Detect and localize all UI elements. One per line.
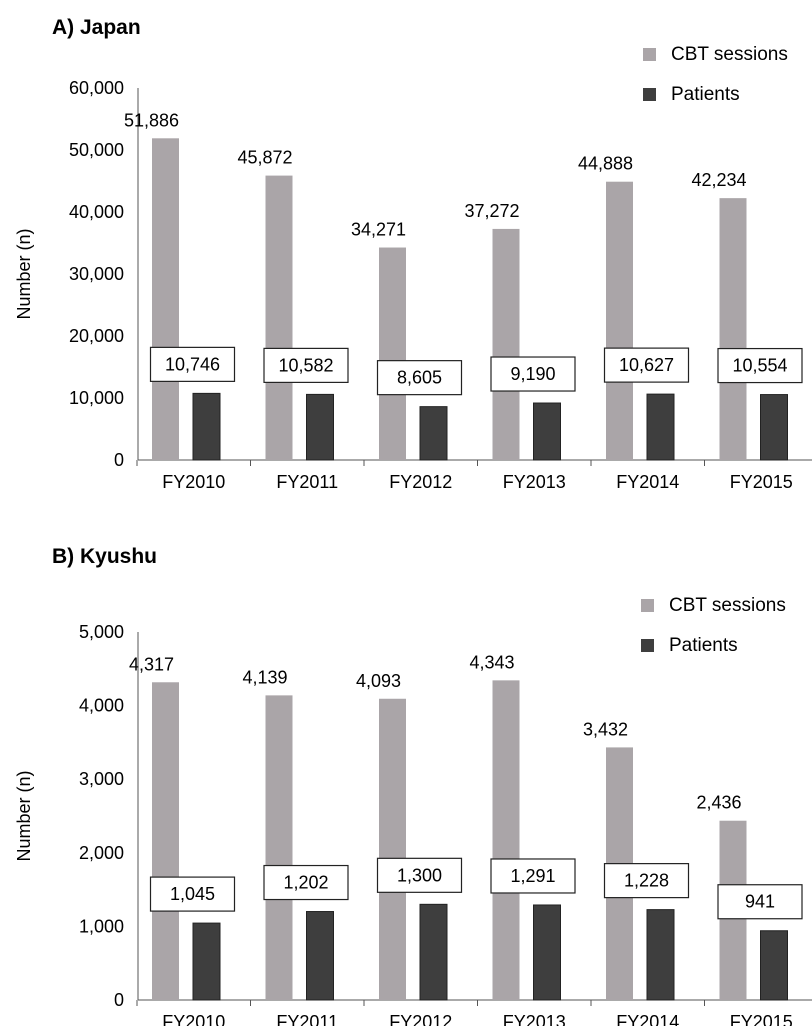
y-tick-label: 0 xyxy=(114,450,124,470)
cbt-sessions-value-label: 2,436 xyxy=(696,793,741,813)
patients-value-label: 10,582 xyxy=(278,355,333,375)
patients-label-box xyxy=(490,858,576,894)
patients-label-box xyxy=(603,347,690,383)
patients-bar xyxy=(646,393,675,461)
x-tick-label: FY2013 xyxy=(503,472,566,492)
patients-bar xyxy=(306,393,334,461)
cbt-sessions-value-label: 4,343 xyxy=(469,652,514,672)
x-tick-label: FY2011 xyxy=(276,1012,338,1026)
patients-bar xyxy=(192,922,221,1001)
y-tick-label: 20,000 xyxy=(69,326,124,346)
patients-value-label: 1,300 xyxy=(397,865,442,885)
chart-title: B) Kyushu xyxy=(52,545,157,568)
patients-label-box xyxy=(717,347,803,384)
x-tick-label: FY2015 xyxy=(730,1012,793,1026)
cbt-sessions-bar xyxy=(606,181,633,460)
patients-bar xyxy=(533,402,561,461)
y-tick-label: 10,000 xyxy=(69,388,124,408)
patients-bar xyxy=(306,911,334,1001)
x-tick-label: FY2010 xyxy=(162,1012,225,1026)
cbt-sessions-bar xyxy=(152,138,179,460)
patients-label-box xyxy=(149,876,236,912)
y-tick-label: 30,000 xyxy=(69,264,124,284)
patients-label-box xyxy=(376,360,463,396)
legend-label-cbt-sessions: CBT sessions xyxy=(669,595,786,616)
y-tick-label: 40,000 xyxy=(69,202,124,222)
cbt-sessions-value-label: 34,271 xyxy=(351,220,406,240)
patients-label-box xyxy=(603,863,690,899)
y-tick-label: 60,000 xyxy=(69,78,124,98)
cbt-sessions-value-label: 4,317 xyxy=(129,654,174,674)
patients-bar xyxy=(192,392,221,461)
y-tick-label: 3,000 xyxy=(79,769,124,789)
chart-panel-2: B) Kyushu Number (n) 0 1,000 2,000 3,000 4,000… xyxy=(14,545,812,1026)
cbt-sessions-bar xyxy=(265,695,293,1000)
patients-value-label: 9,190 xyxy=(510,364,555,384)
cbt-sessions-bar xyxy=(379,247,406,460)
patients-label-box xyxy=(263,864,349,901)
cbt-sessions-value-label: 4,093 xyxy=(356,671,401,691)
x-tick-label: FY2012 xyxy=(389,472,452,492)
cbt-sessions-bar xyxy=(719,198,747,460)
cbt-sessions-bar xyxy=(492,228,520,460)
y-tick-label: 0 xyxy=(114,990,124,1010)
patients-bar xyxy=(533,904,561,1001)
patients-bar xyxy=(760,394,788,461)
cbt-sessions-value-label: 4,139 xyxy=(242,667,287,687)
cbt-sessions-value-label: 51,886 xyxy=(124,110,179,130)
cbt-sessions-bar xyxy=(379,698,406,1000)
y-tick-label: 4,000 xyxy=(79,696,124,716)
cbt-sessions-bar xyxy=(265,175,293,460)
legend-label-patients: Patients xyxy=(671,84,740,105)
cbt-sessions-value-label: 45,872 xyxy=(237,148,292,168)
x-tick-label: FY2012 xyxy=(389,1012,452,1026)
legend-swatch-cbt-sessions xyxy=(643,48,656,61)
cbt-sessions-value-label: 3,432 xyxy=(583,719,628,739)
legend-swatch-patients xyxy=(641,639,654,652)
chart-title: A) Japan xyxy=(52,16,141,39)
y-tick-label: 2,000 xyxy=(79,843,124,863)
y-axis-label: Number (n) xyxy=(14,228,34,319)
patients-bar xyxy=(760,930,788,1001)
y-tick-label: 50,000 xyxy=(69,140,124,160)
x-tick-label: FY2015 xyxy=(730,472,793,492)
patients-value-label: 1,045 xyxy=(170,884,215,904)
cbt-sessions-bar xyxy=(152,682,179,1000)
legend-swatch-patients xyxy=(643,88,656,101)
patients-value-label: 10,554 xyxy=(732,356,787,376)
y-tick-label: 1,000 xyxy=(79,916,124,936)
y-axis-label: Number (n) xyxy=(14,770,34,861)
patients-value-label: 941 xyxy=(745,892,775,912)
x-tick-label: FY2014 xyxy=(616,472,679,492)
patients-bar xyxy=(646,909,675,1001)
legend-label-cbt-sessions: CBT sessions xyxy=(671,44,788,65)
x-tick-label: FY2014 xyxy=(616,1012,679,1026)
patients-bar xyxy=(419,406,448,461)
patients-label-box xyxy=(490,356,576,392)
patients-value-label: 8,605 xyxy=(397,368,442,388)
legend-label-patients: Patients xyxy=(669,635,738,656)
x-tick-label: FY2013 xyxy=(503,1012,566,1026)
cbt-sessions-bar xyxy=(492,680,520,1000)
patients-value-label: 10,627 xyxy=(619,355,674,375)
chart-panel-1: A) Japan Number (n) 0 10,000 20,000 30,000 40,… xyxy=(14,16,812,492)
cbt-sessions-value-label: 37,272 xyxy=(464,201,519,221)
patients-value-label: 1,291 xyxy=(510,866,555,886)
patients-value-label: 1,228 xyxy=(624,871,669,891)
cbt-sessions-value-label: 44,888 xyxy=(578,154,633,174)
x-tick-label: FY2010 xyxy=(162,472,225,492)
patients-label-box xyxy=(263,347,349,383)
patients-value-label: 1,202 xyxy=(283,873,328,893)
patients-label-box xyxy=(149,346,236,382)
patients-bar xyxy=(419,903,448,1001)
y-tick-label: 5,000 xyxy=(79,622,124,642)
x-tick-label: FY2011 xyxy=(276,472,338,492)
legend-swatch-cbt-sessions xyxy=(641,599,654,612)
patients-label-box xyxy=(717,884,803,920)
cbt-sessions-value-label: 42,234 xyxy=(691,170,746,190)
patients-value-label: 10,746 xyxy=(165,354,220,374)
patients-label-box xyxy=(376,857,463,893)
